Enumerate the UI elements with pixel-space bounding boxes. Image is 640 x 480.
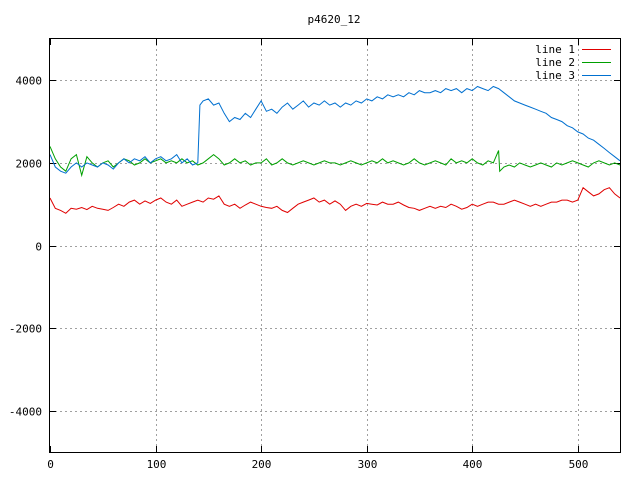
- series-line-1: [49, 186, 621, 214]
- x-tick-label: 200: [252, 458, 272, 471]
- series-layer: [49, 85, 621, 214]
- x-tick-label: 400: [463, 458, 483, 471]
- x-tick-label: 500: [569, 458, 589, 471]
- plot-frame: [49, 38, 621, 453]
- x-tick-label: 300: [358, 458, 378, 471]
- x-tick-label: 100: [147, 458, 167, 471]
- y-tick-label: -2000: [9, 323, 42, 336]
- y-tick-label: 4000: [16, 75, 43, 88]
- legend-label-3: line 3: [535, 69, 575, 82]
- chart-title: p4620_12: [308, 13, 361, 26]
- y-tick-label: 2000: [16, 158, 43, 171]
- ticks-layer: 0 100 200 300 400 500 -4000 -2000 0 2000 4000: [9, 39, 620, 471]
- y-tick-label: 0: [35, 241, 42, 254]
- y-tick-label: -4000: [9, 406, 42, 419]
- legend-label-2: line 2: [535, 56, 575, 69]
- series-line-2: [49, 146, 621, 178]
- grid-layer: [50, 39, 620, 452]
- x-tick-label: 0: [47, 458, 54, 471]
- legend-label-1: line 1: [535, 43, 575, 56]
- series-line-3: [49, 85, 621, 174]
